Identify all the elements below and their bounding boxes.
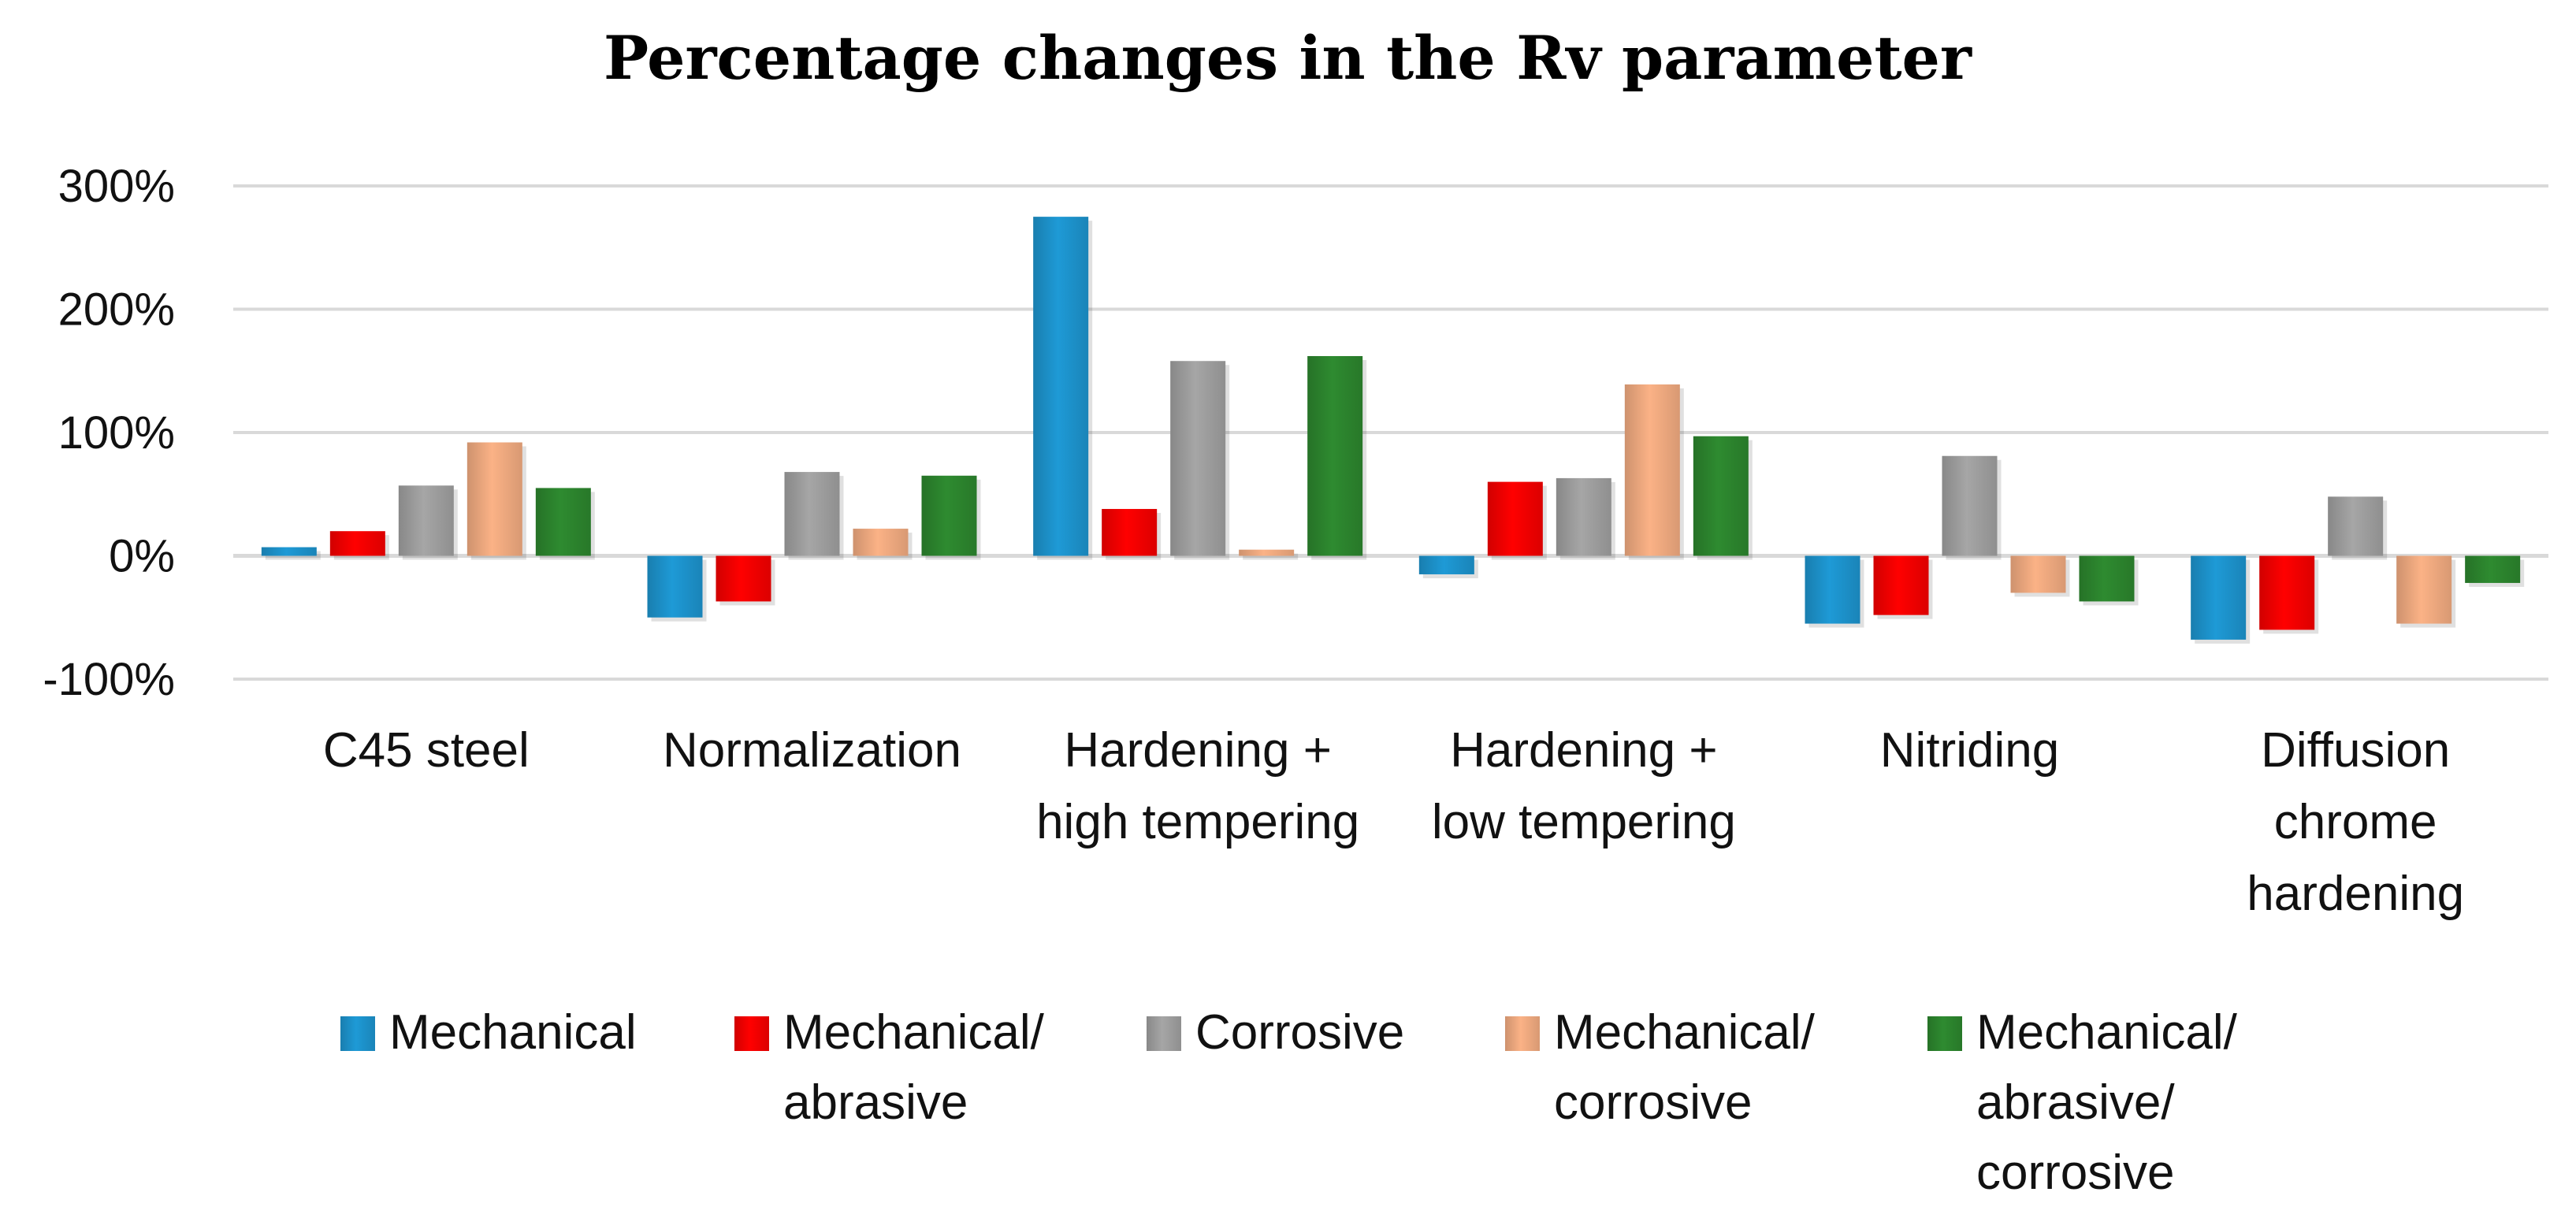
legend-item: Mechanical/corrosive [1505,1005,1816,1130]
x-category-label: Nitriding [1880,723,2059,778]
x-category-label: C45 steel [323,723,530,778]
bar [1487,481,1543,556]
legend-label: Mechanical/abrasive/corrosive [1976,1005,2238,1200]
legend-label: Mechanical [389,1005,637,1060]
bar [2010,555,2066,593]
bar [329,531,385,556]
y-tick-label: -100% [43,654,175,705]
bar [2465,555,2521,583]
bar [467,442,522,556]
bar [1942,455,1998,556]
bar [261,547,317,556]
bar [1307,355,1363,556]
legend-swatch [1927,1016,1962,1051]
bar [535,488,591,556]
bar [1693,436,1749,556]
legend-swatch [1147,1016,1181,1051]
bar-shadow [1243,553,1299,560]
bar [1556,477,1611,556]
bar [1873,555,1929,615]
bars [261,217,2525,644]
legend-item: Mechanical/abrasive/corrosive [1927,1005,2238,1200]
x-category-label: Normalization [663,723,961,778]
legend-item: Mechanical/abrasive [734,1005,1045,1130]
bar [1102,509,1158,556]
y-tick-label: 300% [58,161,175,212]
bar [1624,384,1680,556]
chart-title: Percentage changes in the Rv parameter [604,23,1972,93]
x-category-label: Hardening + low tempering [1432,723,1736,849]
bar [2191,555,2247,640]
bar [784,472,840,556]
y-tick-label: 0% [109,531,175,582]
legend-label: Mechanical/abrasive [783,1005,1045,1130]
bar [398,485,454,556]
gridlines [233,184,2548,681]
legend-swatch [340,1016,375,1051]
bar [647,555,703,618]
bar [853,529,909,556]
bar [1805,555,1860,624]
legend: Mechanical Mechanical/abrasive Corrosive Me… [340,1005,2238,1200]
bar [2079,555,2135,602]
x-category-label: Hardening + high tempering [1036,723,1359,849]
bar [1239,549,1295,556]
y-tick-label: 200% [58,284,175,336]
legend-swatch [1505,1016,1540,1051]
x-category-label: Diffusion chrome hardening [2247,723,2464,921]
legend-item: Corrosive [1147,1005,1404,1060]
legend-label: Corrosive [1195,1005,1404,1060]
y-tick-label: 100% [58,407,175,459]
legend-swatch [734,1016,769,1051]
bar [2259,555,2315,630]
x-axis-categories: C45 steel Normalization Hardening + high te… [323,723,2464,921]
legend-item: Mechanical [340,1005,637,1060]
bar [1418,555,1474,574]
bar [1170,361,1226,556]
bar [2328,496,2384,556]
legend-label: Mechanical/corrosive [1554,1005,1816,1130]
bar [921,475,977,556]
y-axis-ticks: -100% 0% 100% 200% 300% [43,161,175,705]
bar [716,555,771,602]
bar [1033,217,1089,556]
bar [2396,555,2452,624]
